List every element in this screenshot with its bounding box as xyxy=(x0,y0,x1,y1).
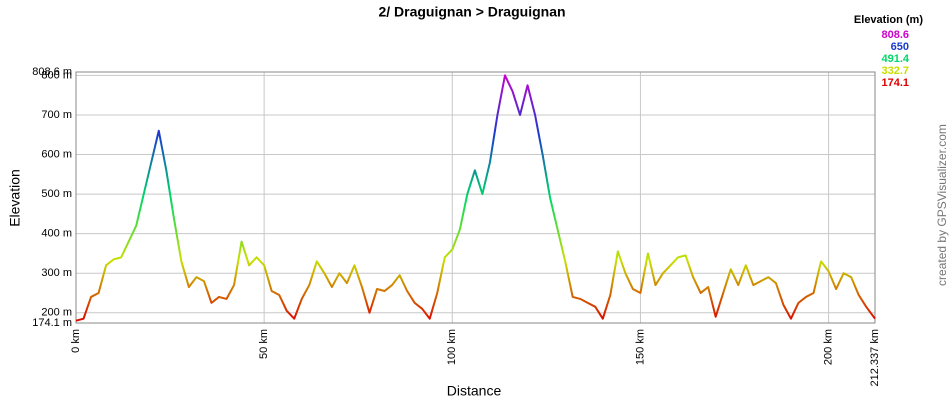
y-tick-label: 200 m xyxy=(41,307,72,319)
x-axis-title: Distance xyxy=(447,383,502,399)
y-tick-label: 700 m xyxy=(41,109,72,121)
legend-title: Elevation (m) xyxy=(854,14,923,26)
legend-label: 174.1 xyxy=(881,77,909,89)
y-axis-title: Elevation xyxy=(7,169,23,227)
x-tick-label: 0 km xyxy=(70,329,82,353)
legend-label: 332.7 xyxy=(881,65,909,77)
x-tick-label: 200 km xyxy=(822,329,834,365)
legend-label: 650 xyxy=(891,41,909,53)
y-tick-label: 400 m xyxy=(41,228,72,240)
y-tick-label: 800 m xyxy=(41,69,72,81)
x-tick-label: 50 km xyxy=(258,329,270,359)
y-tick-label: 500 m xyxy=(41,188,72,200)
plot-border xyxy=(75,71,876,324)
x-tick-label: 212.337 km xyxy=(869,329,881,386)
elevation-line xyxy=(75,74,876,322)
y-tick-label: 174.1 m xyxy=(32,317,72,329)
y-tick-label: 600 m xyxy=(41,148,72,160)
chart-title: 2/ Draguignan > Draguignan xyxy=(378,4,565,20)
legend-label: 808.6 xyxy=(881,29,909,41)
y-tick-label: 300 m xyxy=(41,267,72,279)
x-tick-label: 100 km xyxy=(446,329,458,365)
legend-label: 491.4 xyxy=(881,53,909,65)
y-tick-label: 808.6 m xyxy=(32,66,72,78)
watermark: created by GPSVisualizer.com xyxy=(935,124,949,286)
x-tick-label: 150 km xyxy=(634,329,646,365)
